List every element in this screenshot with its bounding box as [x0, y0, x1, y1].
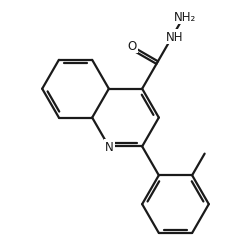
- Text: O: O: [127, 40, 136, 53]
- Text: NH: NH: [166, 31, 183, 44]
- Text: N: N: [105, 140, 114, 153]
- Text: NH₂: NH₂: [173, 11, 195, 24]
